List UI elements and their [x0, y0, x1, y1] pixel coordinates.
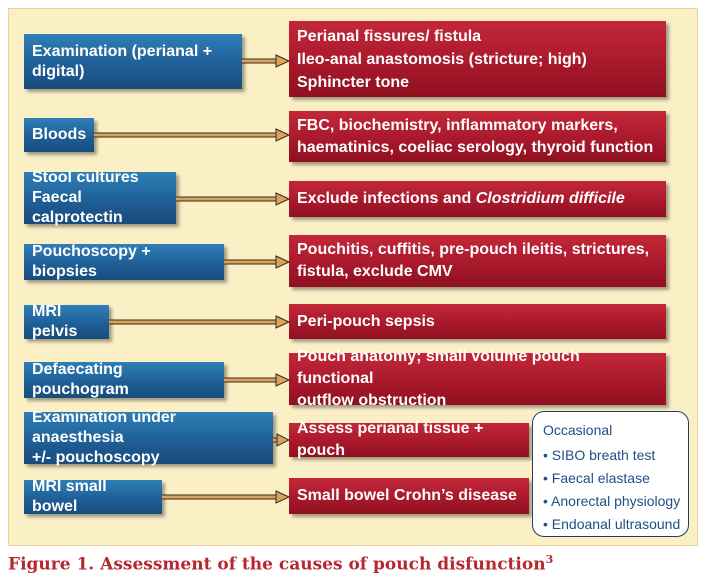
right-box-sepsis: Peri-pouch sepsis: [289, 304, 666, 339]
right-box-line: Perianal fissures/ fistula: [297, 27, 482, 45]
left-box-line: Examination (perianal +: [32, 42, 213, 60]
right-box-line: Sphincter tone: [297, 73, 410, 91]
left-box-eua: Examination under anaesthesia +/- poucho…: [24, 409, 273, 466]
right-box-infections: Exclude infections and Clostridium diffi…: [289, 181, 666, 217]
left-box-mri-pelvis: MRI pelvis: [24, 303, 109, 340]
arrow-row-1: [242, 54, 290, 68]
left-box-line: MRI pelvis: [32, 303, 78, 340]
right-box-line: outflow obstruction: [297, 392, 447, 409]
right-box-perianal: Perianal fissures/ fistula Ileo-anal ana…: [289, 21, 666, 97]
left-box-line: +/- pouchoscopy: [32, 449, 160, 466]
left-box-pouchogram: Defaecating pouchogram: [24, 361, 224, 398]
caption-reference: 3: [545, 553, 554, 566]
right-box-line: fistula, exclude CMV: [297, 263, 453, 280]
right-box-crohns: Small bowel Crohn’s disease: [289, 478, 529, 514]
left-box-line: MRI small bowel: [32, 478, 107, 515]
occasional-item-text: Faecal elastase: [551, 470, 650, 486]
left-box-stool: Stool cultures Faecal calprotectin: [24, 169, 176, 226]
occasional-item: • Anorectal physiology: [543, 493, 681, 509]
arrow-row-8: [162, 490, 290, 504]
occasional-item: • Faecal elastase: [543, 470, 650, 486]
right-box-line: Assess perianal tissue + pouch: [297, 420, 484, 459]
right-box-line: haematinics, coeliac serology, thyroid f…: [297, 138, 654, 156]
occasional-item-text: Anorectal physiology: [551, 493, 681, 509]
left-box-line: digital): [32, 62, 85, 80]
left-box-line: Stool cultures: [32, 169, 139, 186]
occasional-item: • Endoanal ultrasound: [543, 516, 681, 532]
right-box-line: Small bowel Crohn’s disease: [297, 487, 517, 504]
arrow-row-7: [273, 433, 290, 447]
left-box-bloods: Bloods: [24, 118, 94, 152]
left-box-line: Bloods: [32, 126, 87, 143]
right-box-text: Exclude infections and: [297, 190, 476, 207]
arrow-row-3: [176, 192, 290, 206]
left-box-line: Pouchoscopy + biopsies: [32, 243, 151, 280]
right-box-italic-text: Clostridium difficile: [475, 190, 625, 207]
right-box-line: Ileo-anal anastomosis (stricture; high): [297, 50, 587, 68]
occasional-item-text: Endoanal ultrasound: [551, 516, 681, 532]
occasional-item: • SIBO breath test: [543, 447, 656, 463]
figure-caption: Figure 1. Assessment of the causes of po…: [8, 553, 553, 575]
left-box-examination: Examination (perianal + digital): [24, 34, 242, 89]
left-box-line: Examination under anaesthesia: [32, 409, 177, 446]
diagram-panel: Examination (perianal + digital) Periana…: [8, 8, 698, 546]
left-box-line: Faecal calprotectin: [32, 189, 123, 226]
arrow-row-2: [94, 128, 290, 142]
right-box-line: Pouch anatomy; small volume pouch functi…: [297, 348, 580, 387]
arrow-row-5: [109, 315, 290, 329]
right-box-line: FBC, biochemistry, inflammatory markers,: [297, 116, 618, 134]
arrow-row-6: [224, 373, 290, 387]
right-box-line: Peri-pouch sepsis: [297, 312, 435, 330]
right-box-line: Exclude infections and Clostridium diffi…: [297, 188, 658, 210]
occasional-box: Occasional • SIBO breath test • Faecal e…: [532, 411, 689, 537]
right-box-line: Pouchitis, cuffitis, pre-pouch ileitis, …: [297, 241, 650, 258]
right-box-anatomy: Pouch anatomy; small volume pouch functi…: [289, 348, 666, 409]
left-box-line: Defaecating pouchogram: [32, 361, 129, 398]
right-box-bloods: FBC, biochemistry, inflammatory markers,…: [289, 111, 666, 162]
right-box-pouchitis: Pouchitis, cuffitis, pre-pouch ileitis, …: [289, 235, 666, 287]
left-box-pouchoscopy: Pouchoscopy + biopsies: [24, 243, 224, 280]
arrow-row-4: [224, 255, 290, 269]
occasional-item-text: SIBO breath test: [551, 447, 656, 463]
caption-text: Figure 1. Assessment of the causes of po…: [8, 554, 546, 575]
occasional-title: Occasional: [543, 422, 613, 438]
left-box-mri-small-bowel: MRI small bowel: [24, 478, 162, 515]
right-box-assess: Assess perianal tissue + pouch: [289, 420, 529, 459]
